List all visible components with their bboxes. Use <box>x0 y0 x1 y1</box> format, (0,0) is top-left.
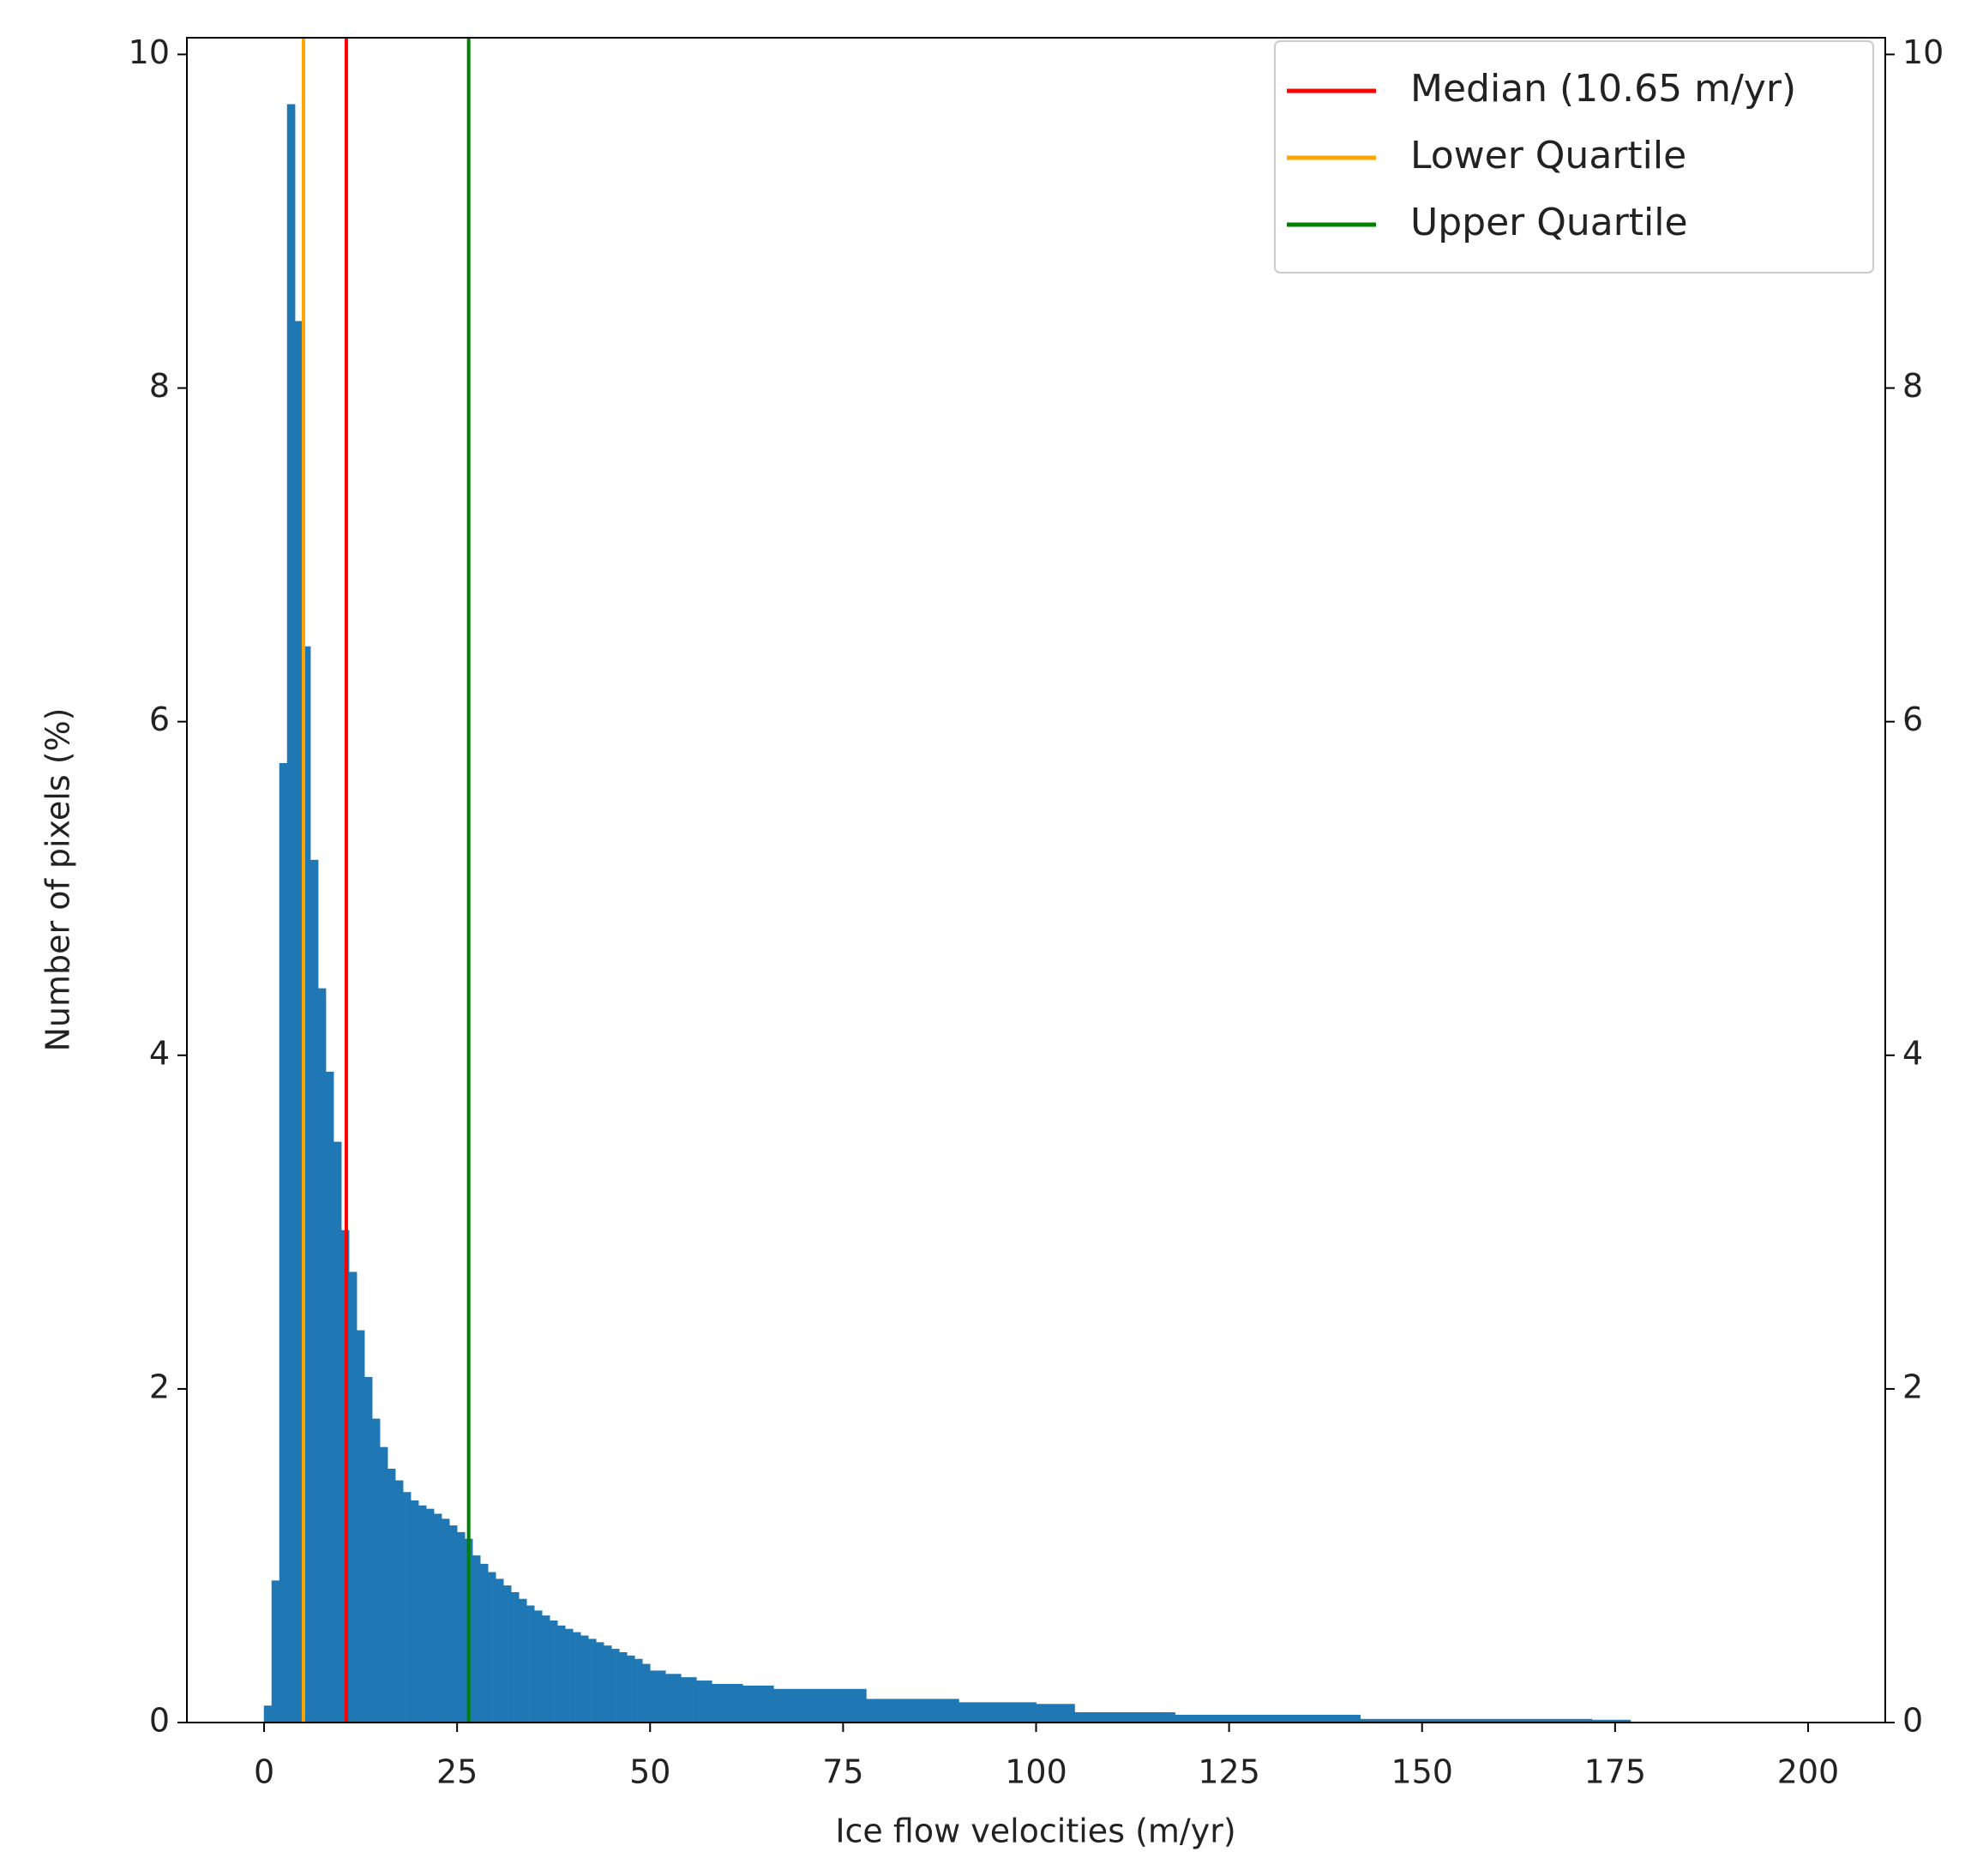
x-tick-label: 125 <box>1198 1753 1260 1791</box>
bar <box>1175 1714 1361 1723</box>
y2-tick-label: 6 <box>1902 700 1923 738</box>
x-tick-label: 0 <box>254 1753 274 1791</box>
y-tick-label: 6 <box>149 700 170 738</box>
bar <box>572 1632 581 1723</box>
bar <box>541 1615 550 1723</box>
bar <box>456 1531 466 1723</box>
bar <box>294 321 303 1723</box>
bar <box>680 1677 697 1723</box>
bar <box>603 1645 612 1723</box>
bar <box>664 1674 682 1723</box>
bar <box>634 1658 643 1723</box>
bar <box>1074 1712 1175 1723</box>
legend: Median (10.65 m/yr) Lower Quartile Upper Q… <box>1274 40 1874 274</box>
legend-label: Median (10.65 m/yr) <box>1410 67 1796 111</box>
bar <box>626 1655 635 1723</box>
x-tick-label: 25 <box>436 1753 478 1791</box>
bar <box>364 1376 373 1723</box>
bar <box>387 1468 396 1723</box>
bar <box>564 1628 574 1723</box>
bar <box>394 1480 404 1723</box>
y2-tick-label: 0 <box>1902 1702 1923 1740</box>
bar <box>1036 1704 1075 1723</box>
bar <box>533 1610 543 1723</box>
bar <box>649 1670 666 1723</box>
bar <box>958 1702 1037 1723</box>
bar <box>317 988 327 1723</box>
plot-frame <box>186 37 1886 1723</box>
legend-label: Upper Quartile <box>1410 201 1688 244</box>
x-tick-label: 200 <box>1777 1753 1840 1791</box>
y-tick-label: 0 <box>149 1702 170 1740</box>
bar <box>441 1518 450 1723</box>
bar <box>271 1580 280 1723</box>
x-tick-label: 175 <box>1584 1753 1647 1791</box>
bar <box>286 104 296 1723</box>
bar <box>495 1578 504 1723</box>
bar <box>502 1585 512 1723</box>
bar <box>309 859 319 1723</box>
bar <box>641 1663 651 1723</box>
bar <box>742 1685 774 1723</box>
bar <box>371 1418 381 1723</box>
bar <box>695 1681 712 1723</box>
bar <box>518 1598 527 1723</box>
bar <box>510 1591 520 1723</box>
y-tick-label: 2 <box>149 1368 170 1405</box>
x-tick-label: 75 <box>822 1753 863 1791</box>
bar <box>712 1683 743 1723</box>
bar <box>418 1505 427 1723</box>
bar <box>866 1699 959 1723</box>
x-tick-label: 100 <box>1005 1753 1067 1791</box>
y2-tick-label: 4 <box>1902 1034 1923 1072</box>
bar <box>556 1625 566 1723</box>
bar <box>379 1446 388 1723</box>
bar <box>595 1642 604 1723</box>
bar <box>472 1555 481 1723</box>
y-tick-label: 8 <box>149 367 170 405</box>
bar <box>402 1492 412 1723</box>
bar <box>487 1572 496 1723</box>
x-axis-label: Ice flow velocities (m/yr) <box>835 1813 1235 1850</box>
y-tick-label: 4 <box>149 1034 170 1072</box>
bar <box>356 1330 365 1723</box>
bar <box>433 1513 442 1723</box>
bar <box>348 1272 358 1723</box>
y2-tick-label: 10 <box>1902 33 1944 71</box>
bar <box>618 1651 628 1723</box>
x-tick-label: 150 <box>1391 1753 1453 1791</box>
y-tick-label: 10 <box>129 33 170 71</box>
bar <box>333 1141 342 1723</box>
bar <box>610 1649 620 1723</box>
bar <box>580 1635 589 1723</box>
bar <box>479 1563 489 1723</box>
bar <box>549 1620 558 1723</box>
legend-box <box>1274 40 1874 274</box>
bar <box>526 1605 535 1723</box>
bar <box>279 763 288 1723</box>
y2-tick-label: 2 <box>1902 1368 1923 1405</box>
bar <box>587 1638 597 1723</box>
bar <box>448 1525 458 1723</box>
bar <box>773 1688 867 1723</box>
legend-label: Lower Quartile <box>1410 134 1686 177</box>
y-axis-label: Number of pixels (%) <box>39 707 77 1051</box>
bar <box>425 1508 435 1723</box>
bar <box>263 1705 273 1723</box>
bar <box>410 1500 419 1723</box>
y2-tick-label: 8 <box>1902 367 1923 405</box>
x-tick-label: 50 <box>629 1753 670 1791</box>
bar <box>325 1071 334 1723</box>
